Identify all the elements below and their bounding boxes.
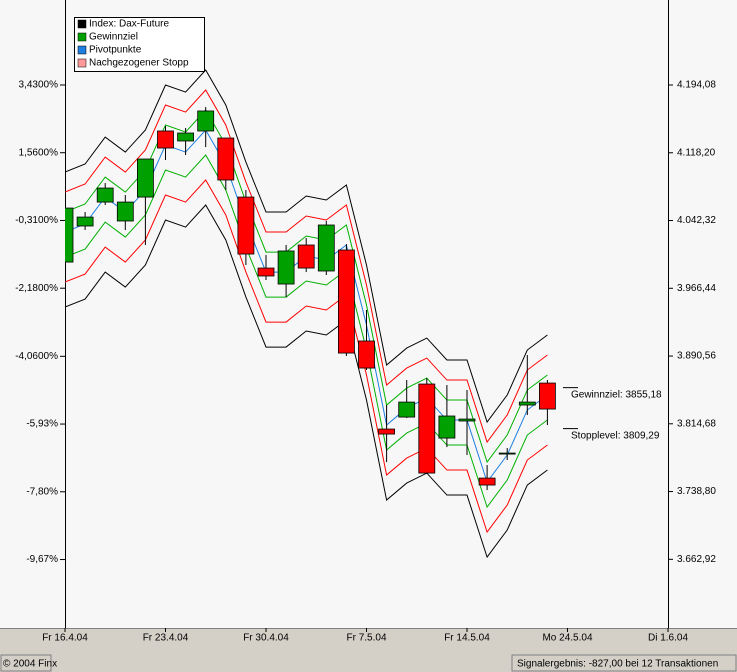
- candle-body: [257, 267, 275, 277]
- candle-body: [177, 132, 195, 142]
- candle-body: [478, 477, 496, 486]
- candle-body: [116, 201, 134, 222]
- legend-label: Nachgezogener Stopp: [89, 58, 189, 69]
- x-tick-label: Fr 14.5.04: [444, 633, 490, 644]
- y-tick-label: -0,3100%: [15, 215, 58, 226]
- candle-body: [217, 137, 235, 181]
- candle-body: [76, 216, 94, 227]
- candle-body: [136, 158, 154, 198]
- y-tick-label: -7,80%: [26, 486, 58, 497]
- y2-tick-label: 3.890,56: [677, 351, 716, 362]
- x-tick-label: Di 1.6.04: [648, 633, 688, 644]
- footer-box: [511, 654, 737, 672]
- y-tick-label: -5,93%: [26, 419, 58, 430]
- y2-tick-label: 3.814,68: [677, 418, 716, 429]
- candle-body: [358, 340, 375, 369]
- candle-body: [337, 249, 355, 354]
- candle-body: [197, 110, 215, 132]
- candle-body: [498, 452, 516, 455]
- y-tick-label: -4,0600%: [15, 351, 58, 362]
- candle-body: [297, 244, 315, 269]
- y2-tick-label: 4.042,32: [677, 215, 716, 226]
- y-tick-label: 3,4300%: [19, 80, 59, 91]
- y2-tick-label: 3.662,92: [677, 554, 716, 565]
- band-line: [65, 69, 548, 424]
- legend-swatch: [77, 19, 87, 29]
- x-tick-label: Fr 7.5.04: [346, 633, 386, 644]
- legend-label: Pivotpunkte: [89, 45, 142, 56]
- x-tick-label: Fr 30.4.04: [243, 633, 289, 644]
- legend-swatch: [77, 45, 87, 55]
- candle-body: [277, 250, 295, 285]
- legend-label: Index: Dax-Future: [89, 19, 169, 30]
- x-tick-label: Mo 24.5.04: [542, 633, 592, 644]
- candle-body: [96, 187, 114, 203]
- candle-body: [237, 196, 255, 255]
- band-line: [65, 89, 548, 444]
- footer-box: [0, 654, 52, 672]
- y-tick-label: 1,5600%: [19, 147, 59, 158]
- candle-body: [539, 382, 556, 410]
- legend-label: Gewinnziel: [89, 32, 138, 43]
- x-tick-label: Fr 23.4.04: [143, 633, 189, 644]
- y2-tick-label: 4.194,08: [677, 80, 716, 91]
- x-tick-label: Fr 16.4.04: [42, 633, 88, 644]
- candle-body: [157, 130, 174, 149]
- candle-body: [438, 415, 456, 439]
- legend-swatch: [77, 32, 87, 42]
- candle-body: [458, 418, 476, 422]
- annotation-label: Gewinnziel: 3855,18: [571, 389, 662, 400]
- band-line: [65, 204, 548, 559]
- plot: [65, 69, 556, 559]
- footer-left: © 2004 Finx: [3, 659, 57, 670]
- candle-body: [398, 401, 416, 418]
- annotation-label: Stopplevel: 3809,29: [571, 430, 660, 441]
- candle-body: [317, 224, 335, 272]
- candle-body: [378, 428, 396, 435]
- legend-swatch: [77, 58, 87, 68]
- y-tick-label: -9,67%: [26, 554, 58, 565]
- y2-tick-label: 3.966,44: [677, 283, 716, 294]
- y2-tick-label: 3.738,80: [677, 486, 716, 497]
- candle-body: [418, 383, 436, 474]
- footer-right: Signalergebnis: -827,00 bei 12 Transakti…: [517, 659, 718, 670]
- legend: [74, 17, 205, 72]
- y2-tick-label: 4.118,20: [677, 147, 716, 158]
- candle-body: [65, 207, 74, 263]
- y-tick-label: -2,1800%: [15, 283, 58, 294]
- candle-body: [518, 401, 536, 406]
